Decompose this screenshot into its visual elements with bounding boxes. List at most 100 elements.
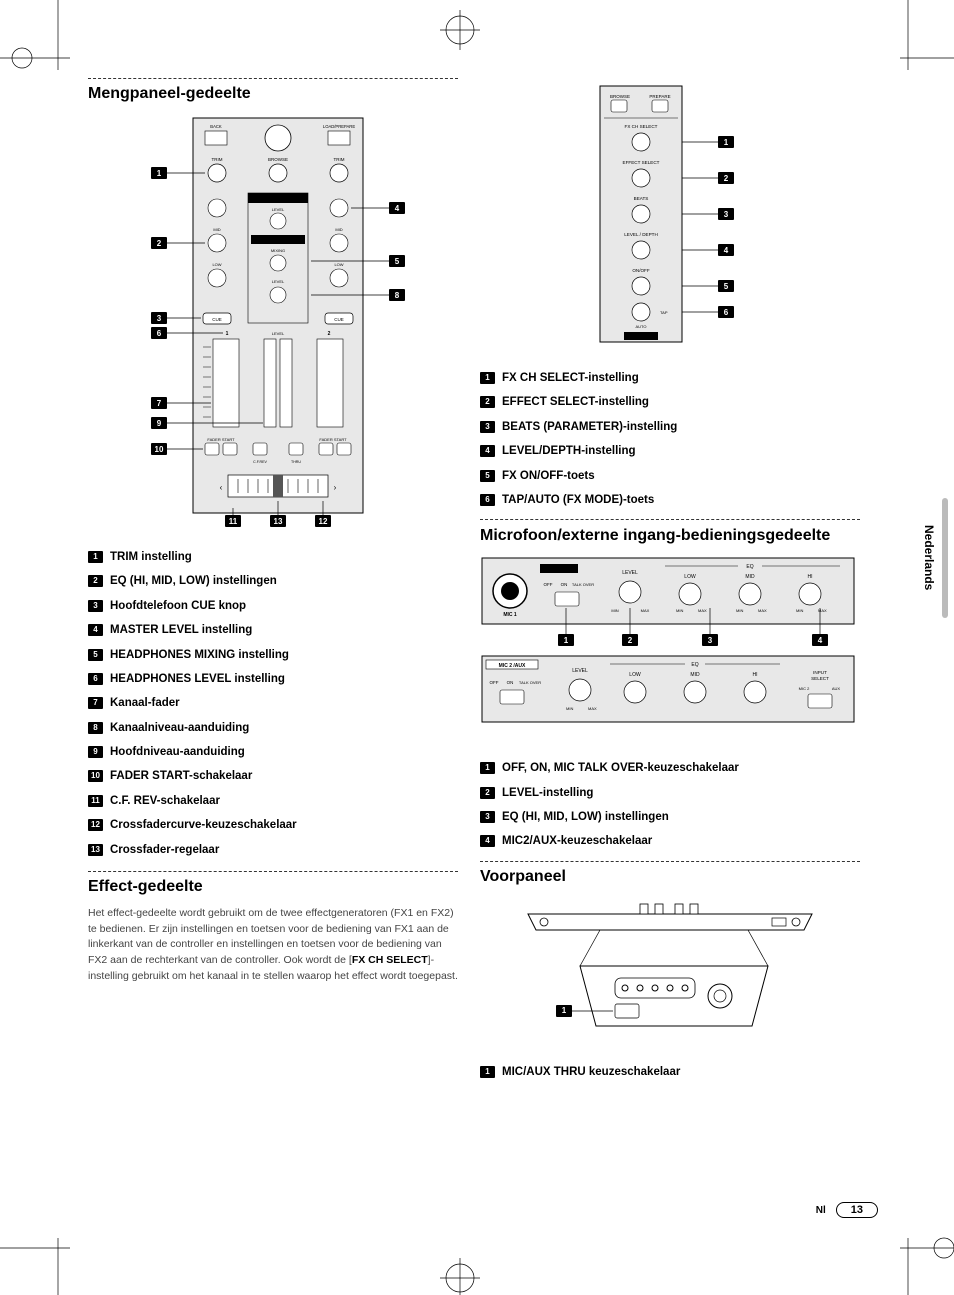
list-item: 2EFFECT SELECT-instelling (480, 395, 860, 409)
list-item: 8Kanaalniveau-aanduiding (88, 721, 458, 735)
svg-text:TALK OVER: TALK OVER (572, 582, 594, 587)
svg-text:MIN: MIN (676, 608, 683, 613)
list-item: 1TRIM instelling (88, 550, 458, 564)
effect-body-text: Het effect-gedeelte wordt gebruikt om de… (88, 906, 458, 985)
svg-text:MAX: MAX (698, 608, 707, 613)
svg-text:MID: MID (690, 672, 700, 678)
mic-aux-diagram: MIC 1 MIC 1 OFF ON TALK OVER LEVEL MINMA… (480, 556, 856, 751)
section-title: Voorpaneel (480, 868, 860, 886)
rule (88, 78, 458, 79)
svg-text:HI: HI (808, 574, 813, 580)
svg-text:MIC 1: MIC 1 (552, 567, 566, 573)
svg-text:FADER START: FADER START (319, 437, 347, 442)
item-label: MASTER LEVEL instelling (110, 623, 252, 637)
section-title: Mengpaneel-gedeelte (88, 85, 458, 103)
list-item: 5FX ON/OFF-toets (480, 469, 860, 483)
svg-text:HI: HI (753, 672, 758, 678)
list-item: 3Hoofdtelefoon CUE knop (88, 599, 458, 613)
svg-text:MID: MID (335, 227, 342, 232)
right-column: BROWSE PREPARE FX CH SELECT EFFECT SELEC… (480, 78, 860, 1089)
list-item: 6HEADPHONES LEVEL instelling (88, 672, 458, 686)
item-label: LEVEL-instelling (502, 786, 593, 800)
item-label: HEADPHONES LEVEL instelling (110, 672, 285, 686)
item-label: FADER START-schakelaar (110, 769, 252, 783)
page-footer: Nl 13 (816, 1202, 878, 1218)
svg-text:PREPARE: PREPARE (649, 94, 670, 99)
fx-diagram: BROWSE PREPARE FX CH SELECT EFFECT SELEC… (570, 84, 770, 351)
list-item: 1FX CH SELECT-instelling (480, 371, 860, 385)
list-item: 13Crossfader-regelaar (88, 843, 458, 857)
svg-text:MIN: MIN (796, 608, 803, 613)
svg-text:2: 2 (328, 331, 331, 337)
item-label: Kanaal-fader (110, 696, 180, 710)
rule (88, 871, 458, 872)
list-item: 10FADER START-schakelaar (88, 769, 458, 783)
list-item: 11C.F. REV-schakelaar (88, 794, 458, 808)
item-label: Kanaalniveau-aanduiding (110, 721, 249, 735)
mic-item-list: 1OFF, ON, MIC TALK OVER-keuzeschakelaar … (480, 761, 860, 849)
rule (480, 519, 860, 520)
svg-text:MAX: MAX (758, 608, 767, 613)
front-panel-diagram: 1 (520, 896, 820, 1051)
svg-text:MIC 2: MIC 2 (799, 686, 810, 691)
svg-text:TAP: TAP (660, 310, 668, 315)
svg-text:LOW: LOW (629, 672, 641, 678)
list-item: 9Hoofdniveau-aanduiding (88, 745, 458, 759)
svg-text:›: › (334, 483, 337, 492)
svg-text:‹: ‹ (220, 483, 223, 492)
list-item: 7Kanaal-fader (88, 696, 458, 710)
svg-text:AUTO: AUTO (635, 324, 646, 329)
svg-text:MIC 1: MIC 1 (503, 612, 517, 618)
item-label: EQ (HI, MID, LOW) instellingen (110, 574, 277, 588)
svg-text:MASTER: MASTER (268, 196, 289, 202)
mixer-item-list: 1TRIM instelling 2EQ (HI, MID, LOW) inst… (88, 550, 458, 857)
list-item: 1MIC/AUX THRU keuzeschakelaar (480, 1065, 860, 1079)
svg-text:EQ: EQ (691, 662, 698, 668)
list-item: 2LEVEL-instelling (480, 786, 860, 800)
fx-item-list: 1FX CH SELECT-instelling 2EFFECT SELECT-… (480, 371, 860, 507)
svg-text:BACK: BACK (210, 124, 222, 129)
item-label: MIC/AUX THRU keuzeschakelaar (502, 1065, 680, 1079)
svg-text:BROWSE: BROWSE (268, 157, 288, 162)
svg-text:LEVEL: LEVEL (272, 207, 285, 212)
item-label: Hoofdniveau-aanduiding (110, 745, 245, 759)
svg-text:MIN: MIN (736, 608, 743, 613)
svg-text:OFF: OFF (490, 680, 499, 685)
page-number: 13 (836, 1202, 878, 1218)
svg-text:MIC 2 /AUX: MIC 2 /AUX (499, 663, 526, 669)
item-label: FX CH SELECT-instelling (502, 371, 639, 385)
item-label: TAP/AUTO (FX MODE)-toets (502, 493, 654, 507)
svg-text:LOW: LOW (334, 262, 343, 267)
list-item: 3BEATS (PARAMETER)-instelling (480, 420, 860, 434)
list-item: 4MASTER LEVEL instelling (88, 623, 458, 637)
svg-text:LOAD/PREPARE: LOAD/PREPARE (323, 124, 355, 129)
front-item-list: 1MIC/AUX THRU keuzeschakelaar (480, 1065, 860, 1079)
item-label: EFFECT SELECT-instelling (502, 395, 649, 409)
item-label: LEVEL/DEPTH-instelling (502, 444, 636, 458)
svg-text:MAX: MAX (588, 706, 597, 711)
svg-text:CUE: CUE (212, 317, 222, 322)
svg-text:FX2: FX2 (637, 334, 645, 339)
svg-text:FADER START: FADER START (207, 437, 235, 442)
list-item: 1OFF, ON, MIC TALK OVER-keuzeschakelaar (480, 761, 860, 775)
item-label: TRIM instelling (110, 550, 192, 564)
mixer-diagram: BACK LOAD/PREPARE TRIM BROWSE TRIM MASTE… (133, 113, 413, 528)
item-label: BEATS (PARAMETER)-instelling (502, 420, 677, 434)
svg-text:LEVEL: LEVEL (272, 331, 285, 336)
item-label: EQ (HI, MID, LOW) instellingen (502, 810, 669, 824)
svg-text:LOW: LOW (684, 574, 696, 580)
svg-text:1: 1 (226, 331, 229, 337)
svg-text:LEVEL / DEPTH: LEVEL / DEPTH (624, 232, 658, 237)
svg-text:ON/OFF: ON/OFF (632, 268, 650, 273)
svg-text:INPUT: INPUT (813, 670, 827, 675)
section-title: Microfoon/externe ingang-bedieningsgedee… (480, 526, 860, 546)
list-item: 5HEADPHONES MIXING instelling (88, 648, 458, 662)
svg-text:SELECT: SELECT (811, 676, 829, 681)
svg-text:FX CH SELECT: FX CH SELECT (625, 124, 658, 129)
side-tab-bar (942, 498, 948, 618)
item-label: Hoofdtelefoon CUE knop (110, 599, 246, 613)
svg-text:BROWSE: BROWSE (610, 94, 630, 99)
svg-text:TRIM: TRIM (212, 157, 223, 162)
item-label: C.F. REV-schakelaar (110, 794, 220, 808)
svg-text:MIN: MIN (566, 706, 573, 711)
